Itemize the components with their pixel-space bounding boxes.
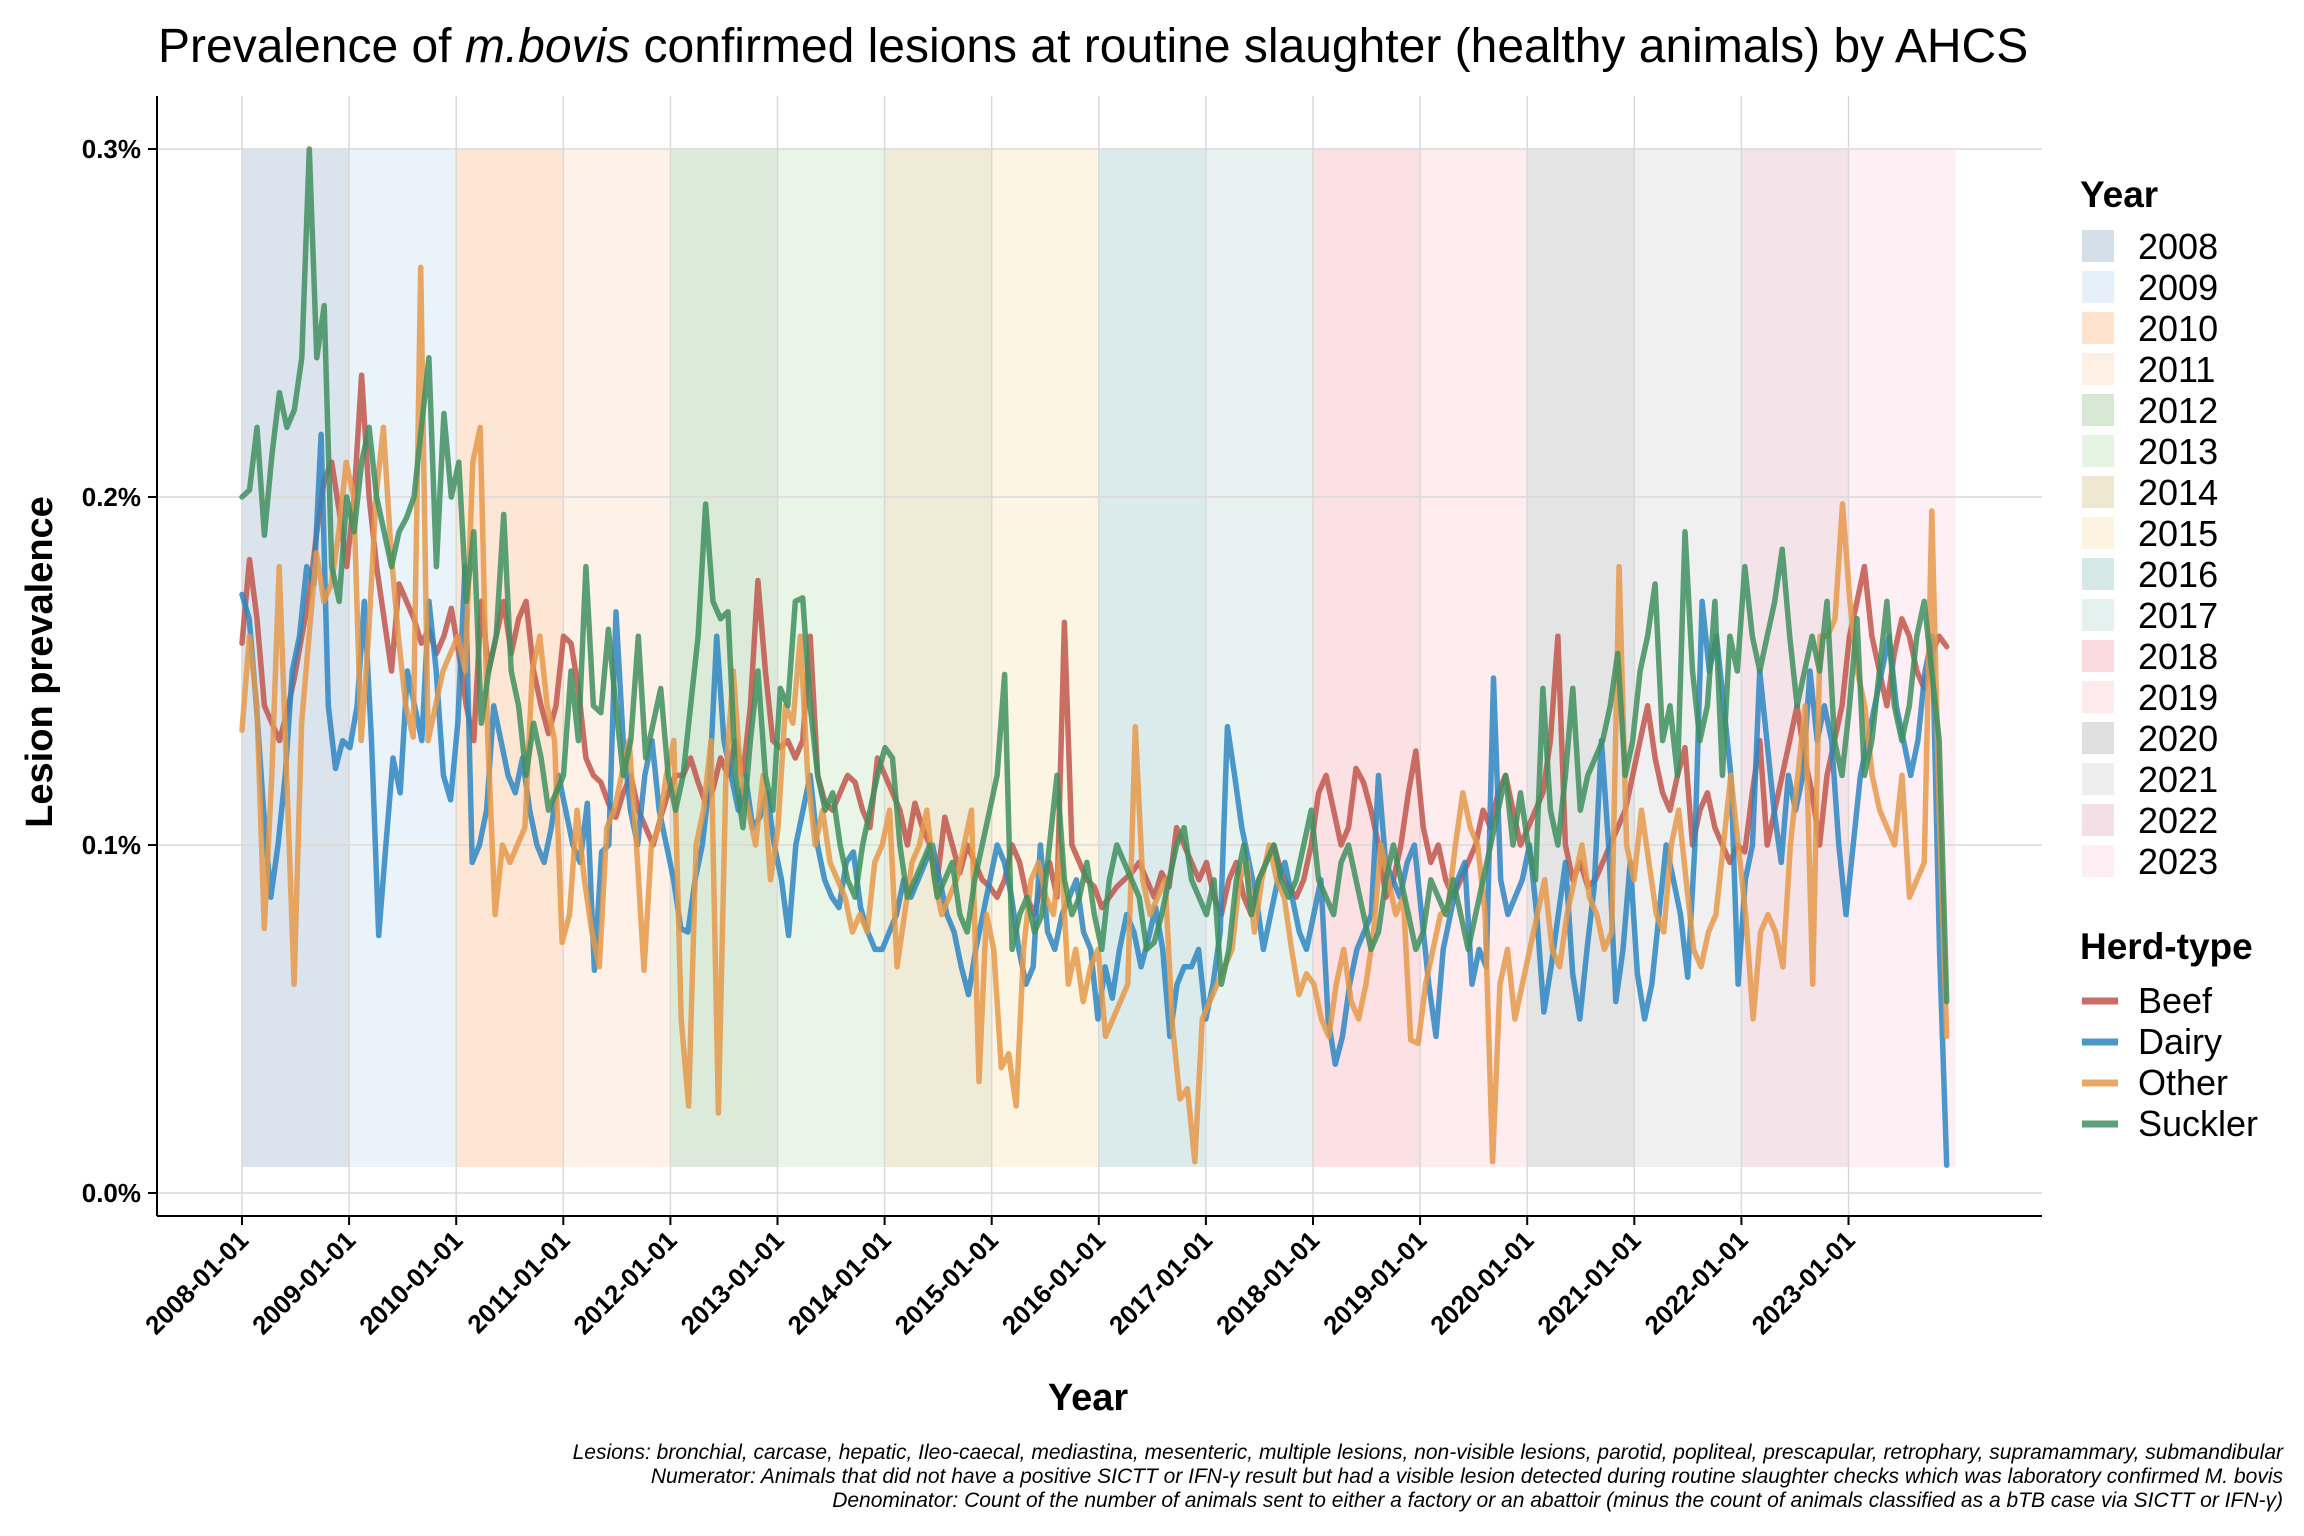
legend-year-label: 2022 [2138, 800, 2218, 841]
y-tick-label: 0.3% [82, 134, 141, 164]
legend-year-swatch [2082, 804, 2114, 836]
legend-year-label: 2015 [2138, 513, 2218, 554]
legend-year-label: 2018 [2138, 636, 2218, 677]
x-tick-label: 2018-01-01 [1210, 1225, 1325, 1340]
legend-year-swatch [2082, 722, 2114, 754]
legend-herd-label: Beef [2138, 980, 2213, 1021]
x-tick-label: 2023-01-01 [1745, 1225, 1860, 1340]
legend-year-label: 2011 [2138, 349, 2215, 390]
year-band-2016 [1098, 149, 1206, 1167]
x-tick-label: 2013-01-01 [674, 1225, 789, 1340]
y-axis-label: Lesion prevalence [19, 496, 61, 828]
x-axis-ticks: 2008-01-012009-01-012010-01-012011-01-01… [139, 1216, 1861, 1340]
year-band-2021 [1634, 149, 1742, 1167]
legend-year-swatch [2082, 435, 2114, 467]
legend-year-swatch [2082, 271, 2114, 303]
year-band-2018 [1313, 149, 1421, 1167]
legend-year-swatch [2082, 394, 2114, 426]
x-tick-label: 2011-01-01 [461, 1225, 575, 1339]
x-tick-label: 2019-01-01 [1317, 1225, 1432, 1340]
x-tick-label: 2008-01-01 [139, 1225, 254, 1340]
series-line-suckler [239, 146, 1950, 1005]
x-tick-label: 2015-01-01 [889, 1225, 1004, 1340]
legend-year-label: 2013 [2138, 431, 2218, 472]
year-band-2015 [991, 149, 1099, 1167]
legend-herd-label: Other [2138, 1062, 2228, 1103]
legend-year-swatch [2082, 312, 2114, 344]
legend-year-swatch [2082, 763, 2114, 795]
series-lines [239, 146, 1950, 1168]
caption-line: Denominator: Count of the number of anim… [832, 1489, 2283, 1512]
year-band-2012 [670, 149, 778, 1167]
legend-year-swatch [2082, 599, 2114, 631]
x-tick-label: 2022-01-01 [1638, 1225, 1753, 1340]
x-tick-label: 2010-01-01 [353, 1225, 468, 1340]
y-tick-label: 0.1% [82, 830, 141, 860]
series-line-other [239, 264, 1950, 1165]
series-line-beef [239, 372, 1950, 918]
y-axis-ticks: 0.0% 0.1% 0.2% 0.3% [82, 134, 157, 1208]
legend-years: 2008200920102011201220132014201520162017… [2082, 226, 2218, 882]
legend-year-swatch [2082, 558, 2114, 590]
x-tick-label: 2020-01-01 [1424, 1225, 1539, 1340]
legend-year-label: 2021 [2138, 759, 2218, 800]
legend-year-label: 2020 [2138, 718, 2218, 759]
legend-year-label: 2008 [2138, 226, 2218, 267]
year-band-2017 [1205, 149, 1313, 1167]
x-tick-label: 2012-01-01 [567, 1225, 682, 1340]
x-tick-label: 2016-01-01 [996, 1225, 1111, 1340]
legend-year-label: 2009 [2138, 267, 2218, 308]
legend-year-label: 2014 [2138, 472, 2218, 513]
caption-line: Numerator: Animals that did not have a p… [651, 1465, 2284, 1488]
legend-year-swatch [2082, 845, 2114, 877]
legend-herd-label: Dairy [2138, 1021, 2222, 1062]
legend-year-swatch [2082, 353, 2114, 385]
legend-herd-title: Herd-type [2080, 926, 2253, 967]
x-tick-label: 2009-01-01 [246, 1225, 361, 1340]
legend-year-label: 2023 [2138, 841, 2218, 882]
chart-title: Prevalence of m.bovis confirmed lesions … [158, 20, 2028, 73]
year-band-2014 [884, 149, 992, 1167]
caption: Lesions: bronchial, carcase, hepatic, Il… [573, 1441, 2284, 1512]
y-tick-label: 0.0% [82, 1178, 141, 1208]
legend-year-swatch [2082, 476, 2114, 508]
legend-year-swatch [2082, 681, 2114, 713]
legend-year-swatch [2082, 230, 2114, 262]
x-tick-label: 2021-01-01 [1531, 1225, 1646, 1340]
y-tick-label: 0.2% [82, 482, 141, 512]
legend-herd-label: Suckler [2138, 1103, 2258, 1144]
year-band-2013 [777, 149, 885, 1167]
gridlines [157, 96, 2042, 1216]
legend-year-label: 2010 [2138, 308, 2218, 349]
x-tick-label: 2017-01-01 [1103, 1225, 1218, 1340]
x-tick-label: 2014-01-01 [782, 1225, 897, 1340]
legend-year-label: 2019 [2138, 677, 2218, 718]
legend-year-label: 2012 [2138, 390, 2218, 431]
legend-year-swatch [2082, 640, 2114, 672]
legend-year-label: 2017 [2138, 595, 2218, 636]
x-axis-label: Year [1048, 1377, 1129, 1419]
legend-year-swatch [2082, 517, 2114, 549]
legend-year-label: 2016 [2138, 554, 2218, 595]
caption-line: Lesions: bronchial, carcase, hepatic, Il… [573, 1441, 2284, 1464]
legend-year-title: Year [2080, 174, 2158, 215]
